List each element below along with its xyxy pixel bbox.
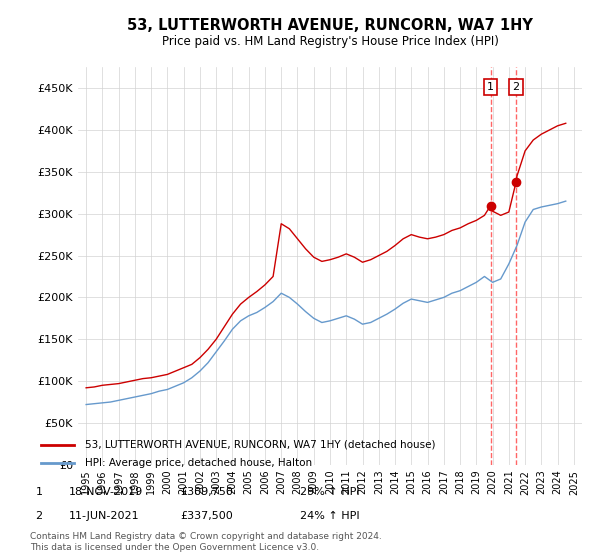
Text: 53, LUTTERWORTH AVENUE, RUNCORN, WA7 1HY: 53, LUTTERWORTH AVENUE, RUNCORN, WA7 1HY [127, 18, 533, 32]
Text: 1: 1 [487, 82, 494, 92]
Text: 24% ↑ HPI: 24% ↑ HPI [300, 511, 359, 521]
Text: Contains HM Land Registry data © Crown copyright and database right 2024.
This d: Contains HM Land Registry data © Crown c… [30, 532, 382, 552]
Text: 11-JUN-2021: 11-JUN-2021 [69, 511, 140, 521]
Text: 1: 1 [35, 487, 43, 497]
Text: 2: 2 [35, 511, 43, 521]
Text: 2: 2 [512, 82, 520, 92]
Text: Price paid vs. HM Land Registry's House Price Index (HPI): Price paid vs. HM Land Registry's House … [161, 35, 499, 49]
Text: £309,750: £309,750 [180, 487, 233, 497]
Text: 29% ↑ HPI: 29% ↑ HPI [300, 487, 359, 497]
Text: HPI: Average price, detached house, Halton: HPI: Average price, detached house, Halt… [85, 459, 313, 468]
Text: 18-NOV-2019: 18-NOV-2019 [69, 487, 143, 497]
Text: £337,500: £337,500 [180, 511, 233, 521]
Text: 53, LUTTERWORTH AVENUE, RUNCORN, WA7 1HY (detached house): 53, LUTTERWORTH AVENUE, RUNCORN, WA7 1HY… [85, 440, 436, 450]
